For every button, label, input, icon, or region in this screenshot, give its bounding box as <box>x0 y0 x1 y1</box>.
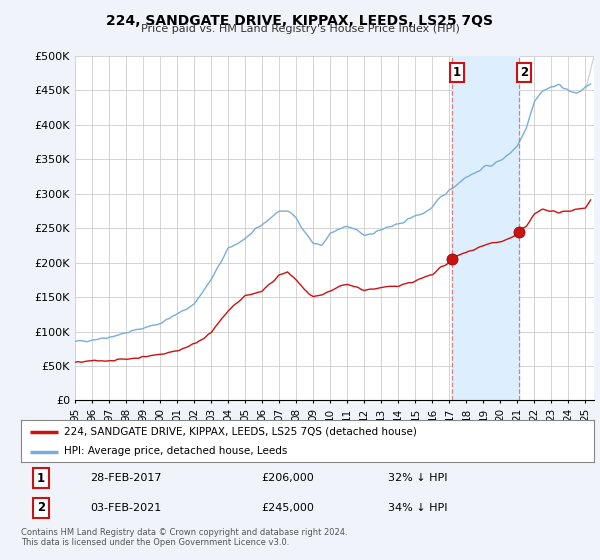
Text: 1: 1 <box>37 472 45 485</box>
Text: £245,000: £245,000 <box>262 503 314 513</box>
Text: 32% ↓ HPI: 32% ↓ HPI <box>388 473 447 483</box>
Text: 28-FEB-2017: 28-FEB-2017 <box>90 473 161 483</box>
Text: 224, SANDGATE DRIVE, KIPPAX, LEEDS, LS25 7QS: 224, SANDGATE DRIVE, KIPPAX, LEEDS, LS25… <box>107 14 493 28</box>
Text: 03-FEB-2021: 03-FEB-2021 <box>90 503 161 513</box>
Text: Price paid vs. HM Land Registry's House Price Index (HPI): Price paid vs. HM Land Registry's House … <box>140 24 460 34</box>
Text: 2: 2 <box>37 501 45 514</box>
Text: 34% ↓ HPI: 34% ↓ HPI <box>388 503 447 513</box>
Text: £206,000: £206,000 <box>262 473 314 483</box>
Bar <box>452 56 519 400</box>
Text: HPI: Average price, detached house, Leeds: HPI: Average price, detached house, Leed… <box>64 446 287 456</box>
Text: 2: 2 <box>520 66 528 80</box>
Text: 224, SANDGATE DRIVE, KIPPAX, LEEDS, LS25 7QS (detached house): 224, SANDGATE DRIVE, KIPPAX, LEEDS, LS25… <box>64 427 417 437</box>
Text: 1: 1 <box>453 66 461 80</box>
Text: Contains HM Land Registry data © Crown copyright and database right 2024.
This d: Contains HM Land Registry data © Crown c… <box>21 528 347 547</box>
